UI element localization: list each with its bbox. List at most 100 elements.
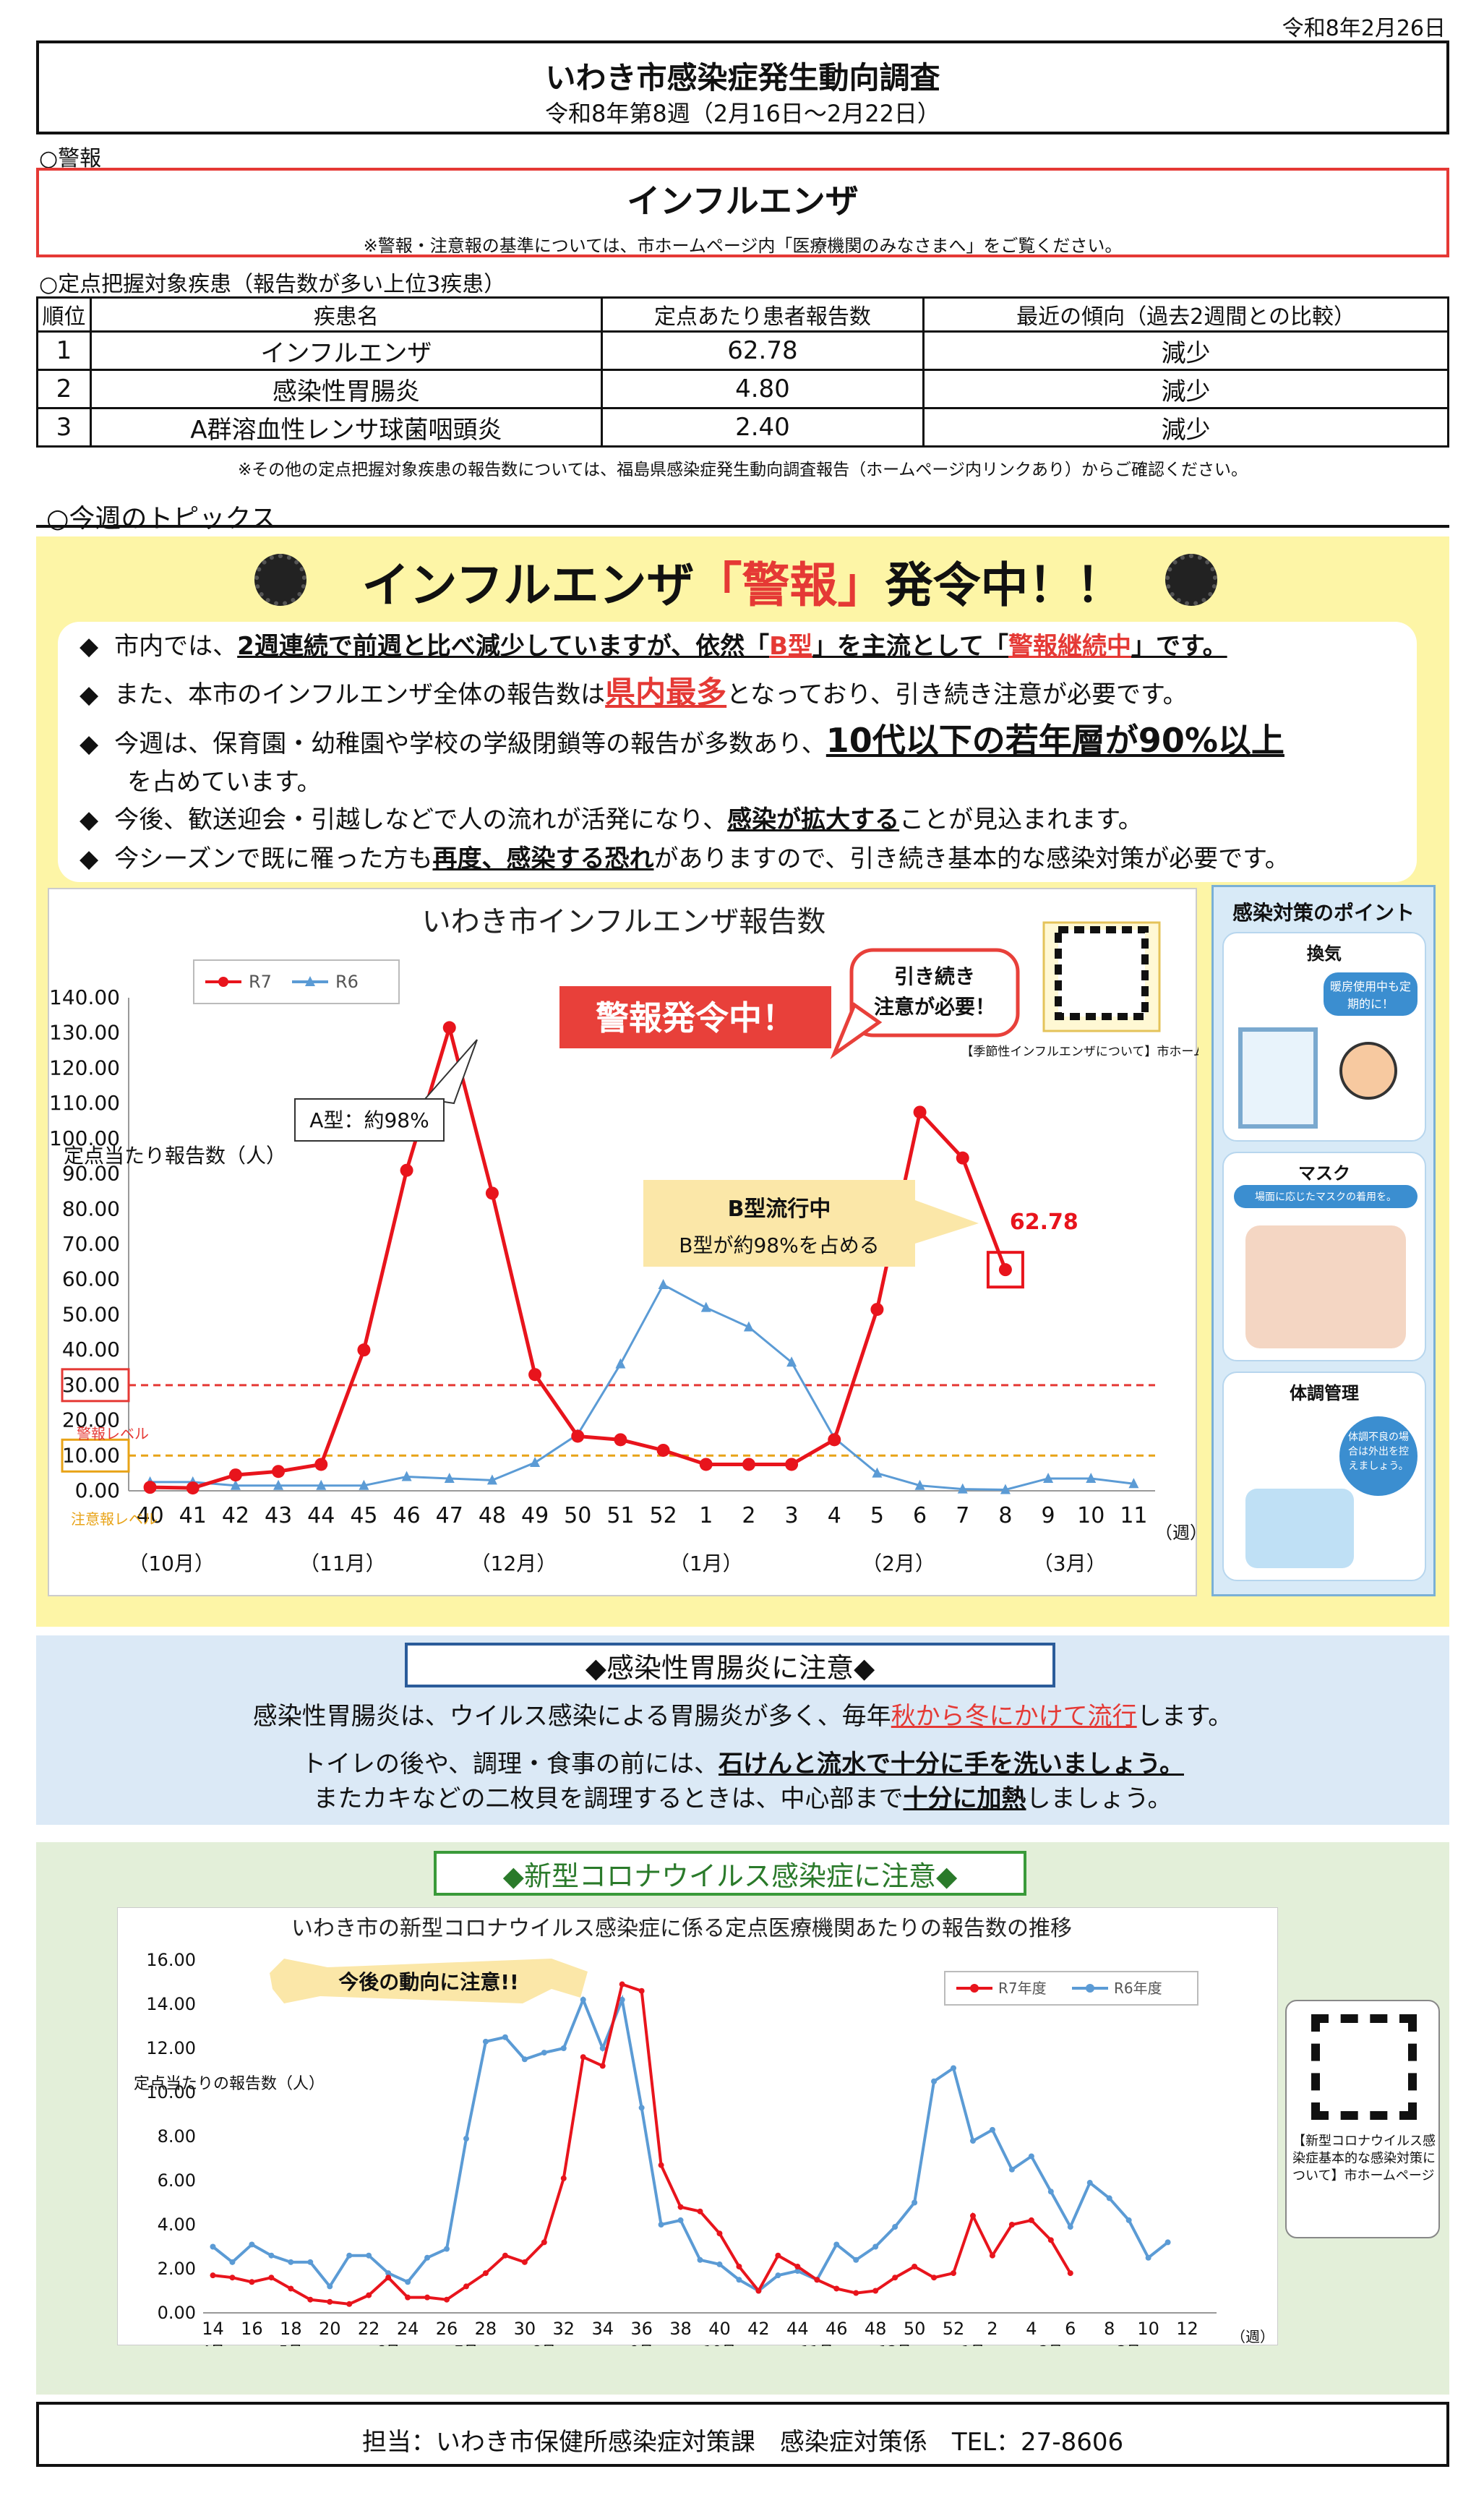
- card-title: マスク: [1298, 1163, 1350, 1184]
- data-point-r6: [530, 1457, 541, 1468]
- data-point: [1008, 2166, 1015, 2173]
- table-row: 2 感染性胃腸炎 4.80 減少: [36, 369, 1449, 409]
- data-point-r6: [1043, 1472, 1054, 1483]
- people-with-masks-icon: [1245, 1225, 1406, 1348]
- y-tick-label: 12.00: [146, 2038, 196, 2058]
- x-tick-label: 4: [828, 1503, 841, 1528]
- data-point: [619, 1981, 625, 1988]
- x-tick-label: 44: [786, 2319, 809, 2339]
- data-point-r6: [359, 1479, 369, 1490]
- mask-card: マスク 場面に応じたマスクの着用を。: [1222, 1152, 1426, 1361]
- card-bubble: 場面に応じたマスクの着用を。: [1234, 1185, 1417, 1208]
- data-point: [912, 2263, 918, 2269]
- disease-cell: A群溶血性レンサ球菌咽頭炎: [89, 407, 603, 448]
- data-point-r7: [656, 1443, 670, 1457]
- callout-a-type: A型：約98%: [294, 1039, 478, 1142]
- data-point: [736, 2263, 742, 2269]
- caution-level-label: 注意報レベル: [71, 1510, 158, 1528]
- gastro-line-2: トイレの後や、調理・食事の前には、石けんと流水で十分に手を洗いましょう。: [301, 1750, 1184, 1779]
- bullet-item: ◆ 今シーズンで既に罹った方も再度、感染する恐れがありますので、引き続き基本的な感…: [80, 844, 1290, 873]
- series-line-R6年度: [212, 1994, 1169, 2293]
- points-title: 感染対策のポイント: [1232, 901, 1415, 925]
- last-value-box: [986, 1251, 1024, 1289]
- data-point-r6: [658, 1279, 669, 1290]
- y-tick-label: 6.00: [158, 2170, 196, 2191]
- x-tick-label: 26: [436, 2319, 458, 2339]
- person-icon: [1339, 1042, 1397, 1100]
- svg-text:B型流行中: B型流行中: [728, 1197, 831, 1222]
- data-point: [697, 2208, 703, 2215]
- x-tick-label: 43: [265, 1503, 292, 1528]
- data-point: [1067, 2224, 1073, 2230]
- month-label: 1月: [961, 2342, 985, 2346]
- headline-disease: インフルエンザ: [361, 557, 695, 613]
- ranking-note: ※その他の定点把握対象疾患の報告数については、福島県感染症発生動向調査報告（ホー…: [238, 461, 1248, 479]
- data-point: [1125, 2217, 1132, 2223]
- data-point: [599, 2063, 606, 2069]
- covid-chart-title: いわき市の新型コロナウイルス感染症に係る定点医療機関あたりの報告数の推移: [291, 1916, 1072, 1941]
- x-tick-label: 50: [904, 2319, 926, 2339]
- data-point: [969, 2212, 976, 2219]
- month-label: 12月: [878, 2342, 911, 2346]
- count-cell: 2.40: [600, 407, 925, 448]
- data-point: [989, 2252, 995, 2259]
- card-title: 換気: [1307, 944, 1342, 964]
- table-header-row: 順位 疾患名 定点あたり患者報告数 最近の傾向（過去2週間との比較）: [36, 296, 1449, 333]
- data-point-r7: [186, 1481, 200, 1495]
- data-point: [366, 2292, 372, 2298]
- column-header: 順位: [36, 296, 92, 333]
- qr-code-icon: [1055, 926, 1149, 1020]
- x-tick-label: 30: [514, 2319, 536, 2339]
- x-tick-label: 6: [1065, 2319, 1076, 2339]
- data-point: [249, 2241, 255, 2248]
- data-point: [541, 2050, 547, 2056]
- data-point-r6: [786, 1356, 797, 1367]
- issue-date: 令和8年2月26日: [1282, 16, 1446, 41]
- data-point: [424, 2294, 431, 2301]
- data-point: [736, 2277, 742, 2283]
- x-tick-label: 47: [436, 1503, 463, 1528]
- disease-cell: インフルエンザ: [89, 330, 603, 371]
- virus-icon: [1165, 554, 1217, 606]
- x-tick-label: 14: [202, 2319, 224, 2339]
- x-tick-label: 4: [1026, 2319, 1037, 2339]
- data-point: [1047, 2188, 1054, 2195]
- month-label: （12月）: [471, 1552, 557, 1575]
- data-point: [658, 2222, 664, 2228]
- y-tick-label: 120.00: [49, 1056, 120, 1079]
- covid-chart-panel: いわき市の新型コロナウイルス感染症に係る定点医療機関あたりの報告数の推移 今後の…: [117, 1907, 1278, 2360]
- data-point: [463, 2136, 469, 2142]
- data-point-r7: [785, 1458, 799, 1471]
- month-label: （3月）: [1033, 1552, 1107, 1575]
- rank-cell: 1: [36, 330, 92, 371]
- ranking-table: 順位 疾患名 定点あたり患者報告数 最近の傾向（過去2週間との比較） 1 インフ…: [36, 296, 1449, 448]
- bullet-item: ◆ また、本市のインフルエンザ全体の報告数は県内最多となっており、引き続き注意が必…: [80, 675, 1188, 710]
- data-point: [814, 2277, 820, 2283]
- footer-contact: 担当：いわき市保健所感染症対策課 感染症対策係 TEL：27-8606: [36, 2402, 1449, 2467]
- data-point: [794, 2263, 801, 2269]
- data-point: [599, 2045, 606, 2051]
- data-point: [346, 2252, 353, 2259]
- data-point: [482, 2038, 489, 2045]
- alert-note: ※警報・注意報の基準については、市ホームページ内「医療機関のみなさまへ」をご覧く…: [363, 236, 1123, 256]
- x-tick-label: 41: [179, 1503, 207, 1528]
- alert-disease: インフルエンザ: [627, 181, 859, 221]
- data-point-r7: [228, 1468, 242, 1482]
- data-point: [444, 2296, 450, 2303]
- x-tick-label: 12: [1176, 2319, 1198, 2339]
- data-point: [912, 2199, 918, 2206]
- x-tick-label: 46: [825, 2319, 848, 2339]
- y-tick-label: 0.00: [158, 2303, 196, 2323]
- data-point: [833, 2241, 840, 2248]
- x-tick-label: 51: [606, 1503, 634, 1528]
- ranking-section-label: ○定点把握対象疾患（報告数が多い上位3疾患）: [39, 272, 506, 297]
- data-point: [521, 2056, 528, 2063]
- data-point: [775, 2252, 781, 2259]
- data-point: [482, 2270, 489, 2277]
- series-line-R7年度: [213, 1982, 1072, 2306]
- data-point: [892, 2224, 898, 2230]
- x-tick-label: 42: [222, 1503, 249, 1528]
- data-point-r6: [230, 1479, 241, 1490]
- data-point: [249, 2279, 255, 2285]
- flu-qr: 【季節性インフルエンザについて】市ホームページ: [961, 921, 1243, 1059]
